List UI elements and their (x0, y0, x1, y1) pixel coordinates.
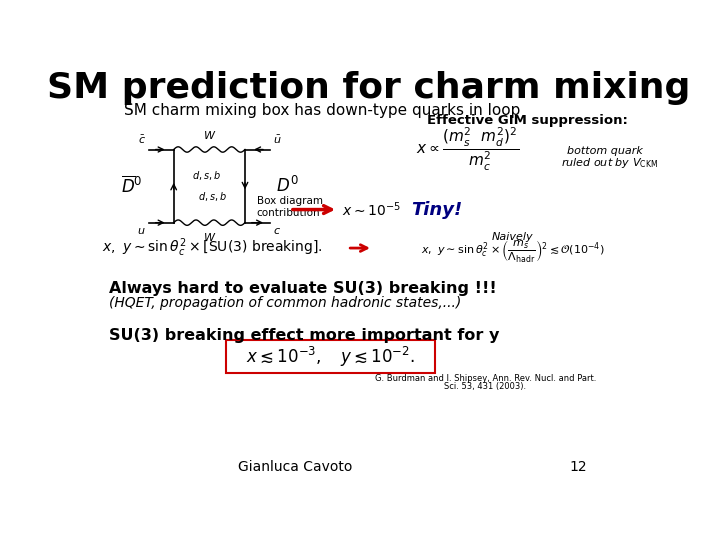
Text: $x \lesssim 10^{-3}, \quad y \lesssim 10^{-2}.$: $x \lesssim 10^{-3}, \quad y \lesssim 10… (246, 345, 415, 369)
Text: SU(3) breaking effect more important for y: SU(3) breaking effect more important for… (109, 328, 500, 343)
Text: SM prediction for charm mixing: SM prediction for charm mixing (48, 71, 690, 105)
Text: Gianluca Cavoto: Gianluca Cavoto (238, 460, 353, 474)
Text: 12: 12 (570, 460, 587, 474)
Text: $D^0$: $D^0$ (276, 176, 298, 196)
Text: $d,s,b$: $d,s,b$ (198, 190, 227, 203)
Text: G. Burdman and I. Shipsey, Ann. Rev. Nucl. and Part.: G. Burdman and I. Shipsey, Ann. Rev. Nuc… (374, 374, 596, 383)
Text: bottom quark: bottom quark (567, 146, 643, 156)
Text: $x,\ y \sim \sin\theta_c^2 \times \left(\dfrac{m_s}{\Lambda_{\mathrm{hadr}}}\rig: $x,\ y \sim \sin\theta_c^2 \times \left(… (420, 238, 604, 264)
Text: $x \propto \dfrac{(m_s^2\ \ m_d^2)^2}{m_c^2}$: $x \propto \dfrac{(m_s^2\ \ m_d^2)^2}{m_… (415, 126, 518, 173)
Text: Effective GIM suppression:: Effective GIM suppression: (427, 114, 628, 127)
Text: $W$: $W$ (202, 129, 216, 141)
Text: $\bar{c}$: $\bar{c}$ (138, 133, 145, 146)
Text: Naively: Naively (492, 232, 534, 242)
Text: $c$: $c$ (273, 226, 281, 237)
Text: Box diagram
contribution: Box diagram contribution (256, 197, 323, 218)
Text: $d,s,b$: $d,s,b$ (192, 169, 221, 182)
Text: SM charm mixing box has down-type quarks in loop: SM charm mixing box has down-type quarks… (125, 104, 521, 118)
Text: $x \sim 10^{-5}$: $x \sim 10^{-5}$ (342, 200, 401, 219)
Text: Tiny!: Tiny! (412, 200, 463, 219)
Text: $x,\ y \sim \sin\theta_c^2 \times [\mathrm{SU(3)\ breaking}].$: $x,\ y \sim \sin\theta_c^2 \times [\math… (102, 237, 323, 259)
Text: (HQET, propagation of common hadronic states,...): (HQET, propagation of common hadronic st… (109, 296, 462, 310)
Text: Sci. 53, 431 (2003).: Sci. 53, 431 (2003). (444, 382, 526, 391)
Text: $u$: $u$ (138, 226, 145, 237)
Text: ruled out by $V_{\mathrm{CKM}}$: ruled out by $V_{\mathrm{CKM}}$ (561, 157, 658, 170)
Text: Always hard to evaluate SU(3) breaking !!!: Always hard to evaluate SU(3) breaking !… (109, 281, 497, 295)
Text: $\bar{u}$: $\bar{u}$ (273, 133, 282, 146)
Bar (225, 340, 435, 373)
Text: $\overline{D}^0$: $\overline{D}^0$ (121, 176, 143, 197)
Text: $W$: $W$ (202, 231, 216, 243)
